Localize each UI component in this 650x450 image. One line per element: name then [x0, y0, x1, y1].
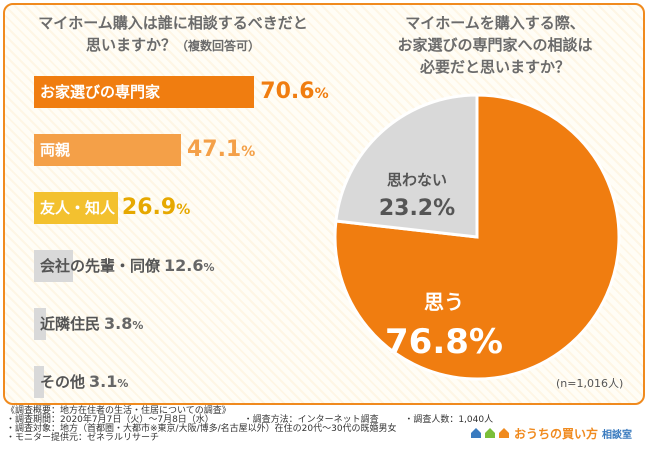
bar — [34, 134, 181, 166]
house-icon — [471, 428, 481, 438]
pie-title-line2: お家選びの専門家への相談は — [397, 36, 593, 54]
bar-value-label: 3.1% — [89, 372, 129, 391]
bar — [34, 366, 44, 398]
bar-value-label: 47.1% — [186, 137, 256, 162]
pie-value-label: 76.8% — [385, 322, 503, 362]
bar — [34, 76, 255, 108]
house-icon — [485, 428, 495, 438]
bar-value-label: 3.8% — [104, 314, 144, 333]
bar-title-line2: 思いますか？ — [85, 36, 176, 54]
pie-slice-label: 思わない — [387, 171, 447, 189]
bar — [34, 308, 46, 340]
bar-value-label: 26.9% — [121, 195, 191, 220]
house-icons — [470, 427, 510, 439]
bar-category-label: その他 — [40, 373, 86, 391]
brand-sub: 相談室 — [602, 429, 633, 441]
bar-title-note: （複数回答可） — [176, 39, 261, 53]
bar-value-label: 70.6% — [260, 79, 329, 104]
house-icon — [499, 428, 509, 438]
bar-category-label: 近隣住民 — [40, 315, 101, 333]
pie-title-line3: 必要だと思いますか？ — [419, 58, 570, 76]
footer-line1: 《調査概要：地方在住者の生活・住居についての調査》 — [6, 406, 231, 416]
pie-chart-title: マイホームを購入する際、 お家選びの専門家への相談は 必要だと思いますか？ — [345, 12, 645, 78]
footer-method: ・調査方法：インターネット調査 — [243, 415, 379, 425]
bar-category-label: 友人・知人 — [40, 199, 116, 217]
pie-title-line1: マイホームを購入する際、 — [405, 14, 585, 32]
footer-period: ・調査期間：2020年7月7日（火）〜7月8日（水） — [6, 415, 214, 425]
bar-category-label: 両親 — [40, 141, 71, 159]
bar-value-label: 12.6% — [164, 256, 215, 275]
pie-slice-label: 思う — [424, 290, 464, 314]
footer-count: ・調査人数：1,040人 — [404, 415, 494, 425]
bar-title-line1: マイホーム購入は誰に相談するべきだと — [38, 14, 308, 32]
brand-logo: おうちの買い方 相談室 — [470, 425, 632, 441]
footer-line3: ・調査対象：地方（首都圏・大都市※東京/大阪/博多/名古屋以外）在住の20代〜3… — [6, 424, 397, 434]
pie-chart: 思う 76.8% 思わない 23.2% — [333, 93, 621, 381]
brand-name: おうちの買い方 — [514, 426, 599, 441]
bar-chart-title: マイホーム購入は誰に相談するべきだと 思いますか？（複数回答可） — [8, 12, 338, 57]
footer-line4: ・モニター提供元：ゼネラルリサーチ — [6, 433, 160, 443]
bar — [34, 192, 118, 224]
sample-size: (n=1,016人) — [556, 377, 624, 390]
bar — [34, 250, 74, 282]
pie-value-label: 23.2% — [379, 196, 455, 221]
survey-footer: 《調査概要：地方在住者の生活・住居についての調査》 ・調査期間：2020年7月7… — [6, 407, 493, 443]
bar-category-label: 会社の先輩・同僚 — [40, 257, 161, 275]
pie-slice — [334, 93, 479, 239]
bar-category-label: お家選びの専門家 — [40, 83, 161, 101]
